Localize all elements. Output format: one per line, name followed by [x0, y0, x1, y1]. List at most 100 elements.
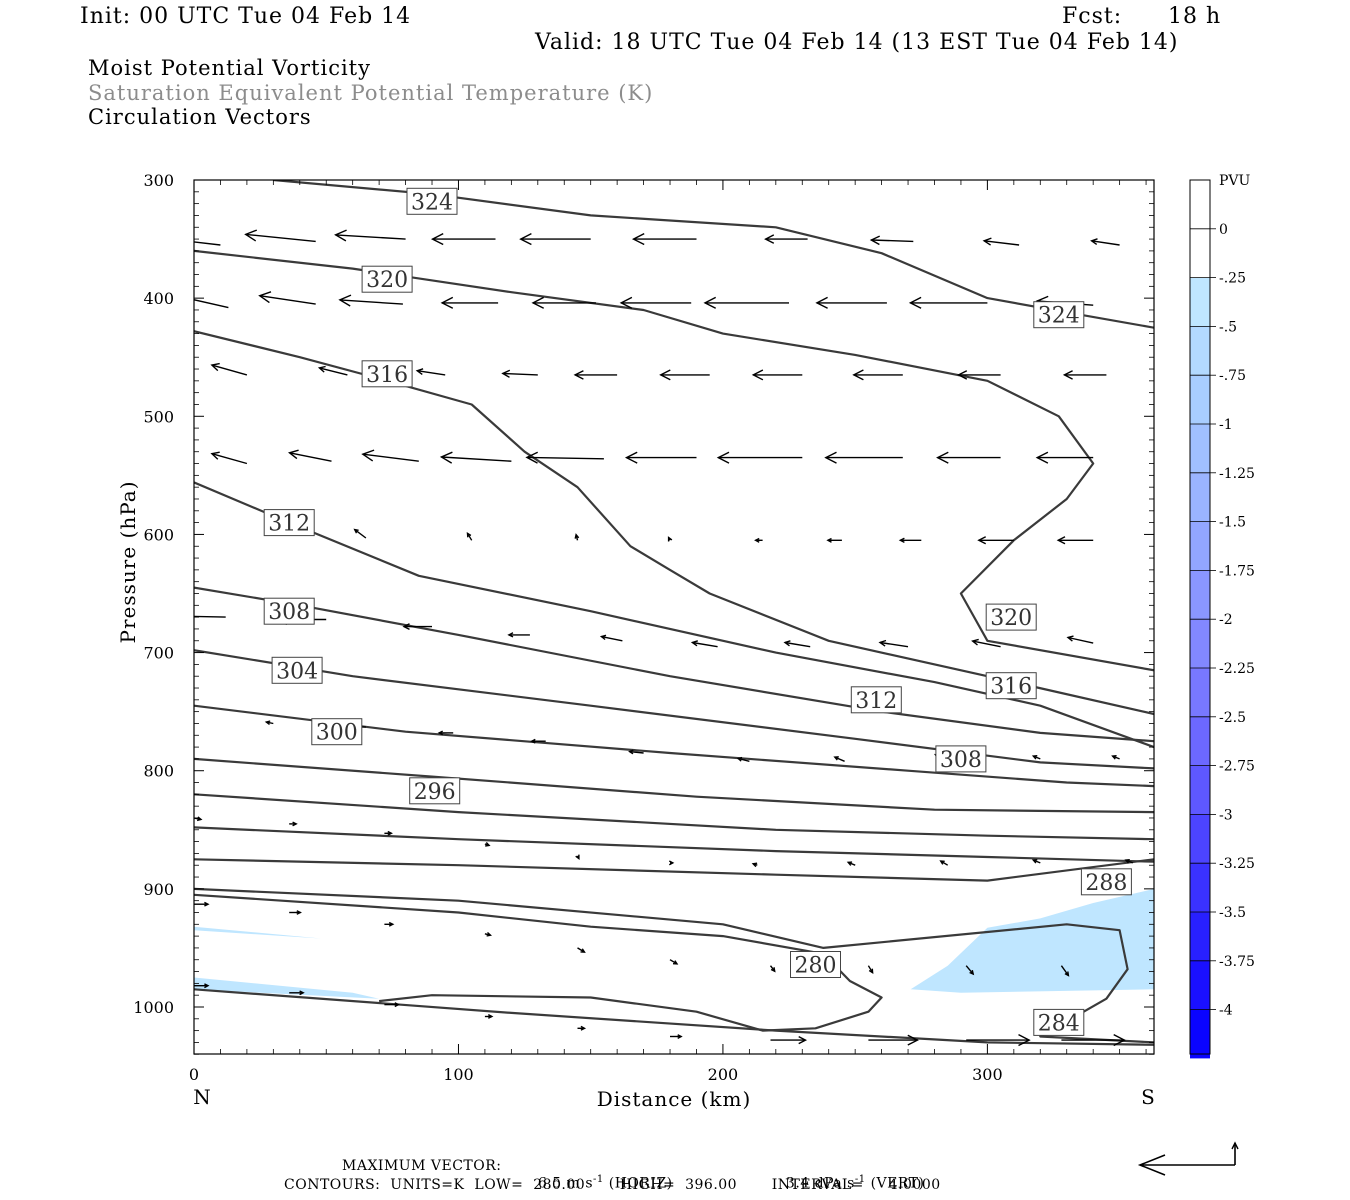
colorbar-swatch [1190, 228, 1210, 278]
circulation-vector [244, 229, 316, 243]
pv-shaded-region [910, 888, 1154, 993]
circulation-vector [716, 451, 803, 464]
axes: 300 400 500 600 700 800 900 1000 0 100 200 300 N S Dis… [116, 171, 1155, 1111]
circulation-vector [1066, 635, 1094, 644]
circulation-vector [659, 369, 710, 381]
max-vector-label: MAXIMUM VECTOR: [342, 1158, 502, 1174]
contour-label: 312 [850, 686, 902, 714]
contour-label: 320 [985, 603, 1037, 631]
colorbar-swatch [1190, 716, 1210, 766]
theta-es-contour-290 [194, 826, 1154, 863]
circulation-vector [936, 451, 1001, 464]
circulation-vector [898, 537, 922, 544]
colorbar-swatch [1190, 863, 1210, 912]
theta-es-contour-282 [194, 988, 1154, 1046]
circulation-vector [264, 720, 274, 726]
colorbar-swatch [1190, 180, 1210, 229]
circulation-vector [334, 229, 406, 242]
circulation-vector [361, 449, 419, 462]
x-tick-label: 0 [189, 1065, 199, 1084]
contour-label-box [935, 745, 987, 773]
circulation-vector [484, 842, 491, 847]
contour-label-box [1080, 868, 1132, 896]
colorbar-tick-label: -.25 [1219, 271, 1246, 287]
contour-label: 324 [1033, 301, 1085, 329]
pv-shading [194, 888, 1154, 999]
contour-label-text: 312 [268, 512, 310, 537]
contour-label: 308 [263, 597, 315, 625]
circulation-vector [846, 861, 856, 866]
endpoint-south-label: S [1141, 1085, 1155, 1109]
max-horiz-value: 6.5 m s-1 (HORIZ) [528, 1158, 673, 1192]
y-tick-label: 500 [143, 407, 174, 426]
circulation-vector [353, 528, 367, 539]
colorbar-tick-label: -3.25 [1219, 856, 1255, 872]
y-tick-label: 700 [143, 644, 174, 663]
title-moist-pv: Moist Potential Vorticity [88, 56, 371, 80]
pv-colorbar: 0 -.25 -.5 -.75 -1 -1.25 -1.5 -1.75 -2 -2.25 -2.5 -… [1189, 173, 1255, 1059]
circulation-vector [577, 947, 586, 953]
colorbar-swatch [1190, 326, 1210, 376]
circulation-vector [287, 449, 332, 462]
circulation-vector [194, 615, 226, 618]
circulation-vector [826, 537, 842, 543]
circulation-vector [867, 965, 874, 975]
circulation-vector [971, 638, 1001, 648]
contour-label-box [985, 603, 1037, 631]
circulation-vector [575, 854, 580, 860]
colorbar-swatch [1190, 765, 1210, 815]
circulation-vector [402, 623, 432, 631]
title-circulation: Circulation Vectors [88, 105, 312, 129]
max-vert-unit: (VERT) [870, 1175, 925, 1192]
theta-es-contour-300 [194, 704, 1154, 788]
reference-vector-icon [1137, 1141, 1239, 1176]
colorbar-swatch [1190, 960, 1210, 1010]
circulation-vector [484, 931, 492, 937]
circulation-vector [815, 296, 887, 309]
contour-label-text: 316 [366, 363, 408, 388]
circulation-vectors [194, 229, 1134, 1047]
theta-es-contour-292 [194, 793, 1154, 841]
contour-label: 308 [935, 745, 987, 773]
y-axis-title: Pressure (hPa) [116, 481, 140, 644]
circulation-vector [977, 536, 1014, 545]
circulation-vector [736, 756, 750, 762]
circulation-vector [1061, 1033, 1126, 1047]
contour-label-text: 312 [855, 689, 897, 714]
max-horiz-number: 6.5 m s [537, 1175, 594, 1192]
colorbar-swatch [1190, 472, 1210, 522]
contour-label: 288 [1080, 868, 1132, 896]
circulation-vector [619, 296, 692, 309]
colorbar-swatch [1190, 1009, 1210, 1059]
circulation-vector [258, 291, 316, 305]
contour-label-box [361, 265, 413, 293]
circulation-vector [624, 451, 697, 464]
circulation-vector [751, 369, 803, 381]
theta-es-contour-324 [273, 180, 1154, 329]
contour-label-box [311, 718, 363, 746]
colorbar-tick-label: -3.5 [1219, 905, 1246, 921]
circulation-vector [430, 232, 496, 246]
y-tick-label: 300 [143, 171, 174, 190]
colorbar-swatch [1190, 668, 1210, 717]
contour-label: 312 [263, 509, 315, 537]
circulation-vector [824, 451, 903, 464]
circulation-vector [770, 1035, 808, 1045]
contour-label-text: 316 [990, 675, 1032, 700]
circulation-vector [957, 370, 1001, 380]
circulation-vector [668, 860, 675, 866]
circulation-vector [966, 1033, 1031, 1047]
colorbar-tick-label: -4 [1219, 1003, 1233, 1019]
contour-label-text: 296 [414, 780, 456, 805]
circulation-vector [754, 537, 763, 543]
circulation-vector [939, 860, 949, 866]
endpoint-north-label: N [193, 1085, 211, 1109]
contour-label-text: 320 [366, 268, 408, 293]
circulation-vector [1111, 755, 1120, 760]
contour-label-text: 308 [940, 748, 982, 773]
max-vert-exponent: -1 [854, 1174, 866, 1185]
colorbar-tick-label: -2.25 [1219, 661, 1255, 677]
theta-es-contour-320 [194, 249, 1154, 672]
y-tick-label: 1000 [133, 998, 174, 1017]
